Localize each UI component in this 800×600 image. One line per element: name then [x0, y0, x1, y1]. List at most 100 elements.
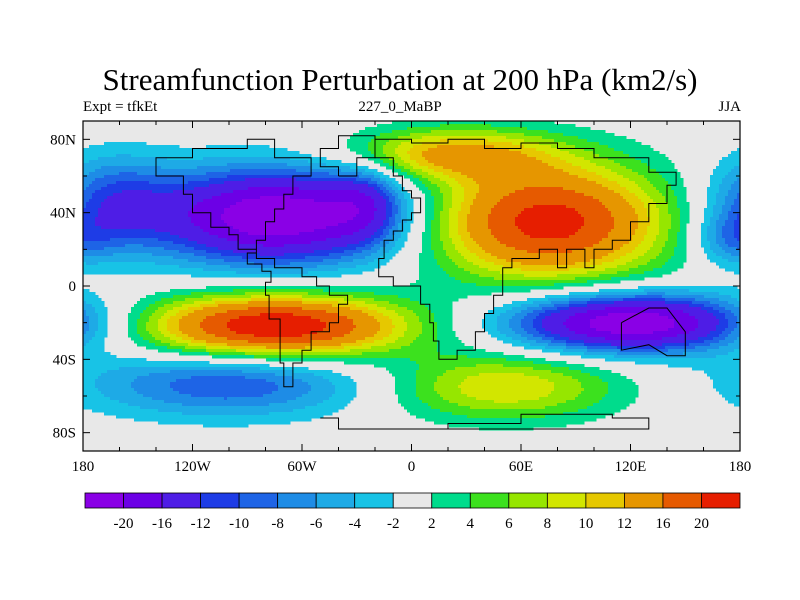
field-cell [527, 250, 573, 254]
field-cell [425, 223, 432, 227]
field-cell [464, 241, 477, 245]
field-cell [395, 232, 402, 236]
field-cell [575, 397, 603, 401]
field-cell [521, 151, 546, 155]
field-cell [545, 310, 561, 314]
field-cell [383, 229, 390, 233]
field-cell [365, 238, 375, 242]
field-cell [83, 208, 99, 212]
field-cell [440, 232, 450, 236]
field-cell [518, 214, 582, 218]
field-cell [428, 166, 444, 170]
field-cell [395, 190, 402, 194]
field-cell [467, 220, 489, 224]
field-cell [392, 130, 432, 134]
field-cell [497, 319, 510, 323]
field-cell [83, 298, 102, 302]
field-cell [473, 238, 498, 242]
field-cell [677, 244, 687, 248]
field-cell [443, 397, 477, 401]
field-cell [716, 196, 726, 200]
field-cell [200, 304, 219, 308]
field-cell [95, 385, 132, 389]
field-cell [356, 214, 375, 218]
field-cell [734, 340, 740, 344]
field-cell [467, 223, 489, 227]
field-cell [422, 250, 435, 254]
field-cell [734, 199, 740, 203]
field-cell [182, 337, 195, 341]
colorbar-label: 6 [505, 516, 513, 532]
field-cell [383, 220, 390, 224]
field-cell [659, 253, 675, 257]
field-cell [440, 190, 453, 194]
field-cell [605, 205, 633, 209]
field-cell [536, 340, 552, 344]
field-cell [437, 145, 495, 149]
field-cell [725, 313, 735, 317]
field-cell [269, 412, 333, 416]
field-cell [650, 259, 669, 263]
field-cell [377, 124, 441, 128]
field-cell [722, 229, 735, 233]
field-cell [452, 205, 462, 209]
field-cell [428, 178, 441, 182]
field-cell [83, 193, 93, 197]
field-cell [224, 397, 228, 401]
plot-title: Streamfunction Perturbation at 200 hPa (… [102, 62, 698, 97]
field-cell [551, 364, 585, 368]
field-cell [392, 211, 399, 215]
field-cell [350, 166, 369, 170]
field-cell [623, 151, 660, 155]
field-cell [458, 385, 555, 389]
field-cell [551, 301, 570, 305]
field-cell [374, 244, 387, 248]
field-cell [224, 259, 324, 263]
field-cell [395, 340, 414, 344]
field-cell [329, 379, 354, 383]
field-cell [227, 322, 327, 326]
field-cell [584, 352, 618, 356]
field-cell [527, 337, 543, 341]
field-cell [374, 202, 387, 206]
field-cell [461, 388, 555, 392]
field-cell [236, 271, 309, 275]
field-cell [353, 253, 372, 257]
field-cell [419, 274, 450, 278]
field-cell [101, 226, 201, 230]
field-cell [545, 316, 570, 320]
field-cell [401, 157, 411, 161]
field-cell [674, 322, 699, 326]
field-cell [380, 325, 396, 329]
field-cell [419, 163, 435, 167]
field-cell [662, 193, 675, 197]
field-cell [83, 259, 189, 263]
field-cell [488, 220, 516, 224]
field-cell [248, 301, 303, 305]
field-cell [608, 385, 639, 389]
field-cell [362, 250, 378, 254]
field-cell [383, 337, 399, 341]
field-cell [380, 328, 393, 332]
field-cell [677, 202, 690, 206]
field-cell [440, 223, 450, 227]
field-cell [620, 349, 669, 353]
field-cell [620, 184, 639, 188]
x-tick-label: 0 [408, 459, 416, 475]
field-cell [509, 148, 537, 152]
field-cell [731, 253, 740, 257]
field-cell [422, 232, 432, 236]
season-label: JJA [718, 99, 741, 115]
field-cell [728, 193, 738, 197]
field-cell [86, 205, 102, 209]
field-cell [308, 292, 375, 296]
field-cell [182, 304, 201, 308]
field-cell [197, 166, 312, 170]
field-cell [668, 205, 678, 209]
field-cell [290, 196, 372, 200]
field-cell [704, 370, 740, 374]
field-cell [593, 196, 624, 200]
field-cell [365, 256, 381, 260]
y-tick-label: 80S [53, 426, 76, 442]
field-cell [533, 205, 567, 209]
